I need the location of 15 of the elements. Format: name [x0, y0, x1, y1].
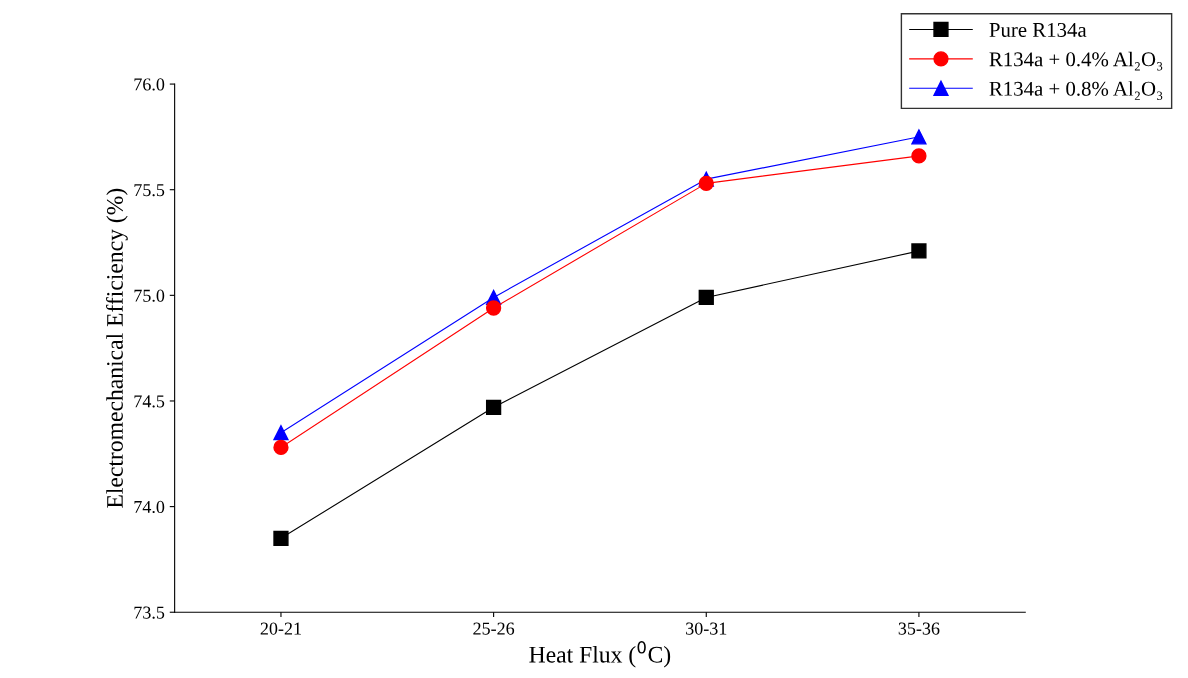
x-tick-label: 35-36	[898, 622, 940, 635]
x-axis-title: Heat Flux ($^{0}$C)	[529, 641, 671, 668]
y-tick-label: 73.5	[134, 606, 165, 619]
x-tick-label: 30-31	[686, 622, 727, 635]
y-tick-label: 74.0	[134, 500, 165, 514]
y-tick-label: 75.5	[134, 184, 165, 197]
legend-label: Pure R134a	[989, 22, 1087, 37]
y-tick-label: 74.5	[134, 395, 165, 408]
y-tick-label: 75.0	[134, 289, 165, 302]
x-tick-label: 25-26	[473, 622, 515, 635]
x-tick-label: 20-21	[260, 622, 301, 635]
legend-label: R134a + 0.8% Al₂O₃	[989, 81, 1163, 100]
y-tick-label: 76.0	[134, 78, 165, 91]
y-axis-title: Electromechanical Efficiency (%)	[106, 188, 128, 508]
legend-label: R134a + 0.4% Al₂O₃	[989, 51, 1163, 71]
